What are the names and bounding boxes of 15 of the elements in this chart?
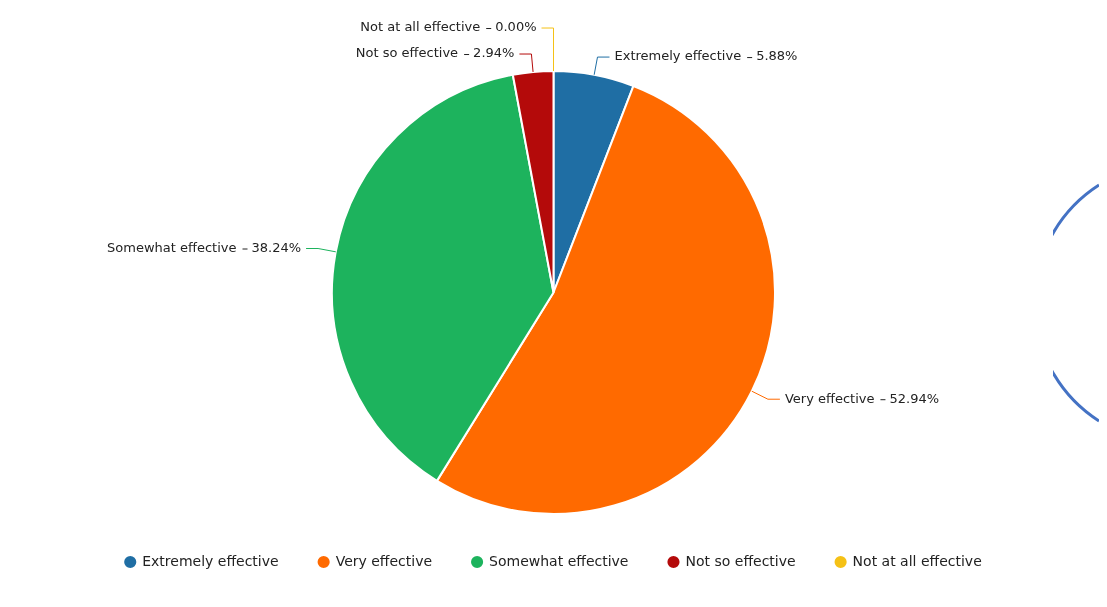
- legend-label: Very effective: [335, 552, 433, 569]
- text: 0.00%: [495, 19, 537, 35]
- data-label: 5.88%: [756, 48, 798, 64]
- slice-label: Extremely effective: [614, 48, 742, 64]
- slice-label: Somewhat effective: [107, 239, 237, 255]
- legend-label: Somewhat effective: [489, 552, 629, 569]
- data-label: 2.94%: [473, 45, 515, 61]
- slice-label: Very effective: [784, 390, 875, 406]
- legend-label: Extremely effective: [142, 552, 279, 569]
- data-label: 38.24%: [251, 239, 302, 255]
- data-label: 52.94%: [889, 390, 940, 406]
- category-label: Not so effective: [355, 45, 459, 61]
- legend-label: Not at all effective: [852, 552, 982, 569]
- legend-label: Not so effective: [685, 552, 796, 569]
- category-label: Not at all effective: [360, 19, 481, 35]
